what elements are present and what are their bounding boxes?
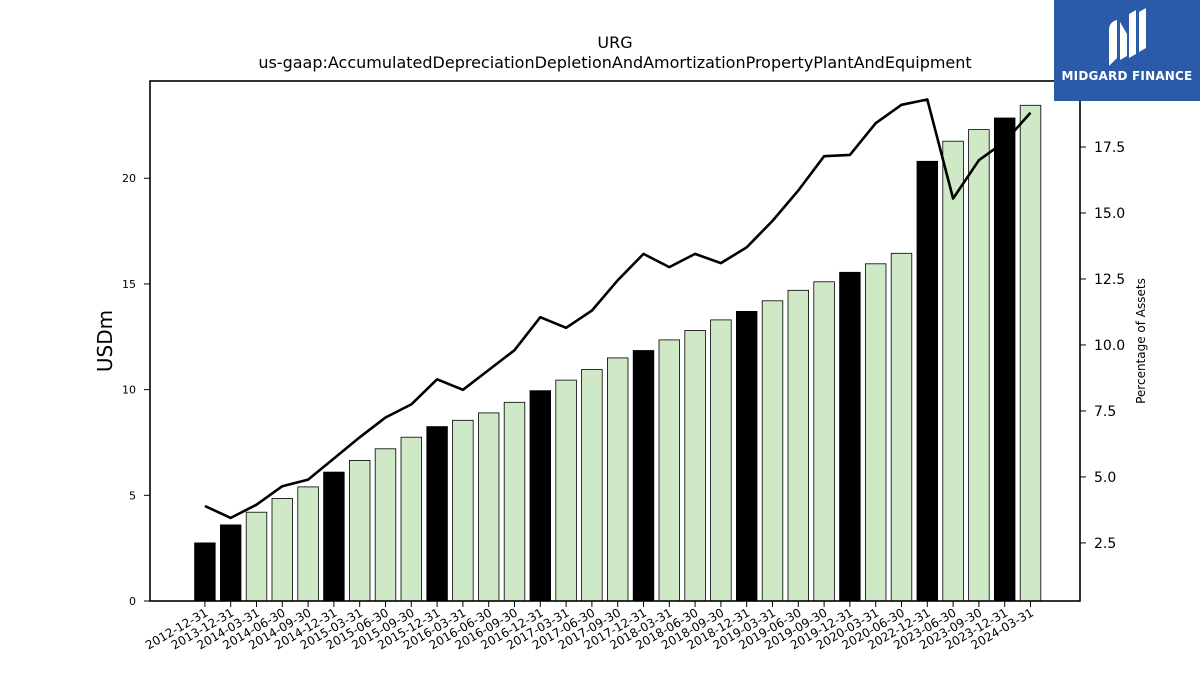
bar bbox=[245, 511, 268, 602]
percentage-line-series bbox=[204, 98, 1032, 520]
bar bbox=[813, 281, 835, 602]
bar bbox=[452, 419, 474, 602]
bar bbox=[942, 140, 964, 602]
bar bbox=[503, 401, 526, 602]
bar bbox=[761, 300, 784, 602]
bar bbox=[632, 350, 655, 602]
logo-text: MIDGARD FINANCE bbox=[1061, 69, 1193, 83]
bar bbox=[297, 486, 319, 602]
y2-tick-label: 10.0 bbox=[1094, 338, 1125, 354]
bar bbox=[865, 263, 887, 602]
y2-tick-label: 2.5 bbox=[1094, 536, 1116, 552]
bar bbox=[271, 498, 294, 602]
bar bbox=[581, 369, 603, 602]
bar bbox=[787, 289, 810, 602]
bar bbox=[839, 271, 861, 602]
y2-tick-label: 15.0 bbox=[1094, 206, 1125, 222]
bar bbox=[400, 436, 423, 602]
midgard-logo-icon bbox=[1109, 8, 1146, 66]
bar bbox=[684, 329, 706, 602]
bar bbox=[219, 524, 242, 602]
bar bbox=[994, 117, 1016, 602]
chart-subtitle: us-gaap:AccumulatedDepreciationDepletion… bbox=[258, 53, 971, 72]
bar bbox=[348, 459, 371, 602]
bar bbox=[194, 542, 216, 602]
y-tick-label: 15 bbox=[122, 278, 136, 291]
y2-tick-label: 7.5 bbox=[1094, 404, 1116, 420]
y-tick-label: 0 bbox=[129, 595, 136, 608]
bar bbox=[710, 319, 732, 602]
y2-tick-label: 5.0 bbox=[1094, 470, 1116, 486]
y2-tick-label: 17.5 bbox=[1094, 140, 1125, 156]
bar bbox=[426, 426, 448, 602]
brand-logo: MIDGARD FINANCE bbox=[1054, 0, 1200, 101]
bar bbox=[658, 339, 681, 602]
y-axis-label: USDm bbox=[93, 310, 117, 372]
percentage-line bbox=[204, 98, 1032, 520]
y-tick-label: 20 bbox=[122, 172, 136, 185]
y-axis-right: 2.5 5.0 7.5 10.0 12.5 15.0 17.5 bbox=[1080, 140, 1125, 552]
bar bbox=[477, 412, 500, 602]
bar bbox=[916, 160, 939, 602]
y-axis-left: 0 5 10 15 20 bbox=[122, 172, 150, 608]
bar bbox=[607, 357, 629, 602]
y2-tick-label: 12.5 bbox=[1094, 272, 1125, 288]
bar bbox=[323, 471, 345, 602]
bar-series bbox=[194, 104, 1042, 602]
y-tick-label: 10 bbox=[122, 384, 136, 397]
bar bbox=[529, 390, 552, 602]
bar bbox=[1019, 104, 1042, 602]
x-axis: 2012-12-312013-12-312014-03-312014-06-30… bbox=[143, 601, 1036, 652]
plot-area-frame bbox=[149, 80, 1081, 602]
chart-title: URG bbox=[597, 33, 632, 52]
bar bbox=[555, 379, 577, 602]
bar bbox=[890, 252, 913, 602]
bar bbox=[968, 129, 990, 602]
y-tick-label: 5 bbox=[129, 489, 136, 502]
y2-axis-label: Percentage of Assets bbox=[1134, 278, 1148, 404]
bar bbox=[374, 448, 397, 602]
bar bbox=[736, 310, 758, 602]
